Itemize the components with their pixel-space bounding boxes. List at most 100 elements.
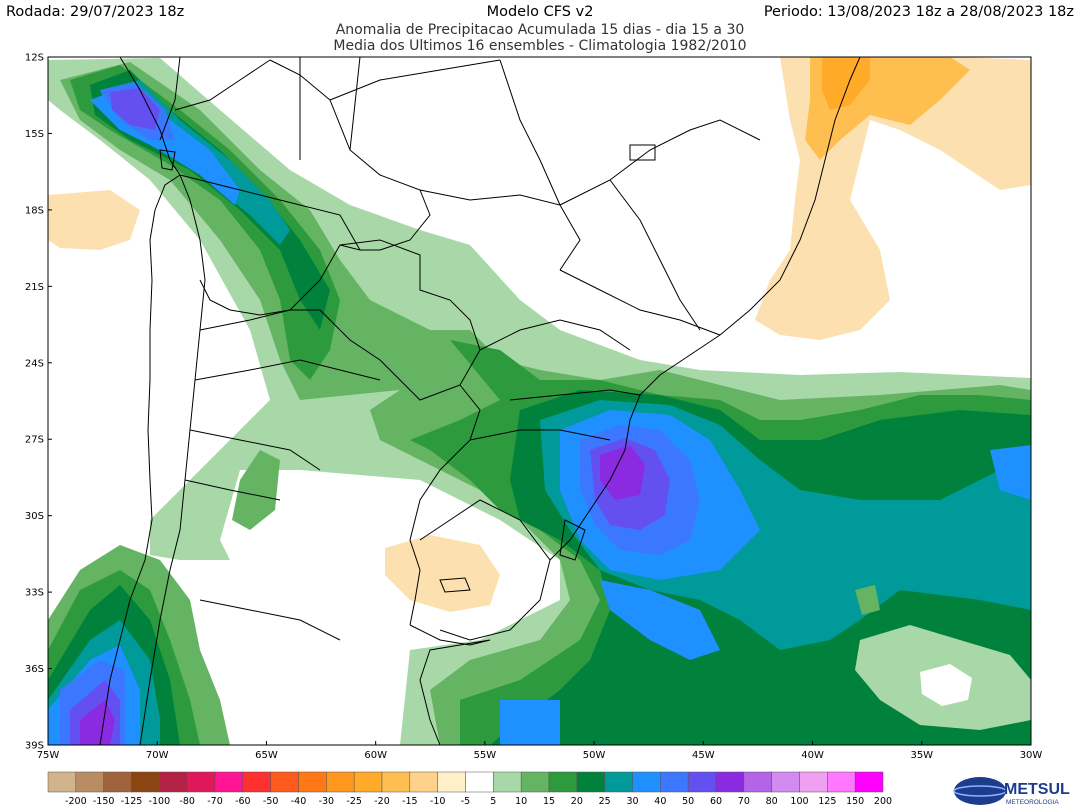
- colorbar-swatch: [326, 771, 355, 793]
- border-bolivia: [179, 174, 362, 316]
- anomaly-contour-15-20-ocean: [855, 585, 880, 615]
- lon-tick-label: 30W: [1020, 750, 1043, 761]
- lat-tick-label: 33S: [25, 588, 44, 599]
- colorbar-label: 100: [790, 796, 808, 807]
- colorbar-swatch: [743, 771, 772, 793]
- colorbar-swatch: [353, 771, 383, 793]
- colorbar-label: -200: [65, 796, 87, 807]
- metsul-logo: METSUL METEOROLOGIA: [953, 777, 1070, 806]
- border-bolivia-brazil: [269, 59, 431, 251]
- colorbar-label: -30: [319, 796, 335, 807]
- logo-tagline: METEOROLOGIA: [1006, 799, 1059, 806]
- lat-tick-label: 39S: [25, 741, 44, 752]
- border-argentina-provinces: [184, 57, 381, 641]
- colorbar-swatch: [687, 771, 717, 793]
- colorbar-label: 200: [874, 796, 892, 807]
- lon-tick-label: 70W: [146, 750, 169, 761]
- pacific-coastline: [99, 57, 181, 745]
- colorbar-label: -60: [235, 796, 251, 807]
- lon-tick-label: 60W: [364, 750, 387, 761]
- colorbar-swatch: [298, 771, 327, 793]
- colorbar-swatch: [799, 771, 828, 793]
- lat-tick-label: 27S: [25, 435, 44, 446]
- colorbar-swatch: [103, 771, 132, 793]
- colorbar-label: -40: [291, 796, 307, 807]
- longitude-axis: 75W 70W 65W 60W 55W 50W 45W 40W 35W 30W: [37, 741, 1043, 761]
- colorbar-label: -70: [207, 796, 223, 807]
- anomaly-negative-5: [48, 57, 1031, 612]
- colorbar-swatch: [771, 771, 800, 793]
- anomaly-contour-40-50: [60, 82, 700, 745]
- colorbar-swatch: [47, 771, 77, 793]
- colorbar-swatch: [632, 771, 661, 793]
- colorbar-label: -100: [149, 796, 171, 807]
- colorbar-label: 25: [599, 796, 611, 807]
- map-frame: [47, 56, 1032, 746]
- run-label: Rodada: 29/07/2023 18z: [6, 4, 185, 20]
- lake-titicaca: [159, 149, 176, 171]
- anomaly-negative-15: [822, 57, 870, 110]
- anomaly-contour-25-30: [48, 80, 1031, 745]
- colorbar-label: 40: [654, 796, 666, 807]
- anomaly-field: [48, 57, 1031, 745]
- colorbar-swatch: [270, 771, 299, 793]
- atlantic-coastline-south: [409, 624, 491, 745]
- map-subtitle-1: Anomalia de Precipitacao Acumulada 15 di…: [335, 22, 745, 38]
- colorbar-label: 30: [626, 796, 638, 807]
- colorbar-swatch: [465, 771, 494, 793]
- colorbar-swatch: [159, 771, 188, 793]
- colorbar-label: -125: [121, 796, 143, 807]
- colorbar-label: -50: [263, 796, 279, 807]
- logo-brand: METSUL: [1004, 781, 1070, 798]
- lon-tick-label: 75W: [37, 750, 60, 761]
- colorbar-swatch: [409, 771, 438, 793]
- colorbar-label: 5: [490, 796, 496, 807]
- colorbar-swatch: [131, 771, 160, 793]
- colorbar-label: -80: [179, 796, 195, 807]
- colorbar-swatch: [242, 771, 271, 793]
- colorbar-label: -25: [346, 796, 362, 807]
- colorbar-label: 50: [682, 796, 694, 807]
- period-label: Periodo: 13/08/2023 18z a 28/08/2023 18z: [763, 4, 1074, 20]
- lon-tick-label: 55W: [474, 750, 497, 761]
- colorbar-swatch: [186, 771, 216, 793]
- latitude-axis: 12S 15S 18S 21S 24S 27S 30S 33S 36S 39S: [25, 53, 52, 752]
- lake-uruguay: [439, 577, 471, 593]
- colorbar-label: 20: [571, 796, 583, 807]
- colorbar-label: -10: [430, 796, 446, 807]
- colorbar-label: 150: [846, 796, 864, 807]
- colorbar-swatch: [854, 771, 884, 793]
- colorbar-label: -150: [93, 796, 115, 807]
- colorbar-label: -20: [374, 796, 390, 807]
- lat-tick-label: 18S: [25, 205, 44, 216]
- border-argentina-brazil: [409, 384, 481, 626]
- border-paraguay: [290, 239, 481, 401]
- colorbar-swatch: [604, 771, 633, 793]
- colorbar-swatch: [576, 771, 605, 793]
- lon-tick-label: 40W: [801, 750, 824, 761]
- colorbar-label: -5: [461, 796, 470, 807]
- globe-icon: [954, 777, 1006, 805]
- anomaly-zero-area-ocean: [920, 664, 972, 706]
- border-brazil-states: [329, 59, 761, 441]
- colorbar-label: 15: [543, 796, 555, 807]
- lat-tick-label: 30S: [25, 511, 44, 522]
- lagoa-dos-patos: [559, 519, 586, 561]
- political-borders: [99, 57, 861, 745]
- colorbar-label: 80: [766, 796, 778, 807]
- colorbar-label: 70: [738, 796, 750, 807]
- model-label: Modelo CFS v2: [486, 4, 594, 20]
- colorbar-swatch: [493, 771, 522, 793]
- colorbar-swatch: [214, 771, 244, 793]
- lat-tick-label: 21S: [25, 282, 44, 293]
- atlantic-coastline-brazil: [549, 57, 861, 561]
- colorbar-swatch: [381, 771, 411, 793]
- border-peru-brazil: [174, 59, 271, 111]
- map-subtitle-2: Media dos Ultimos 16 ensembles - Climato…: [333, 38, 747, 54]
- colorbar-swatch: [437, 771, 466, 793]
- colorbar-label: -15: [402, 796, 418, 807]
- colorbar-swatch: [75, 771, 104, 793]
- lat-tick-label: 15S: [25, 129, 44, 140]
- lon-tick-label: 45W: [692, 750, 715, 761]
